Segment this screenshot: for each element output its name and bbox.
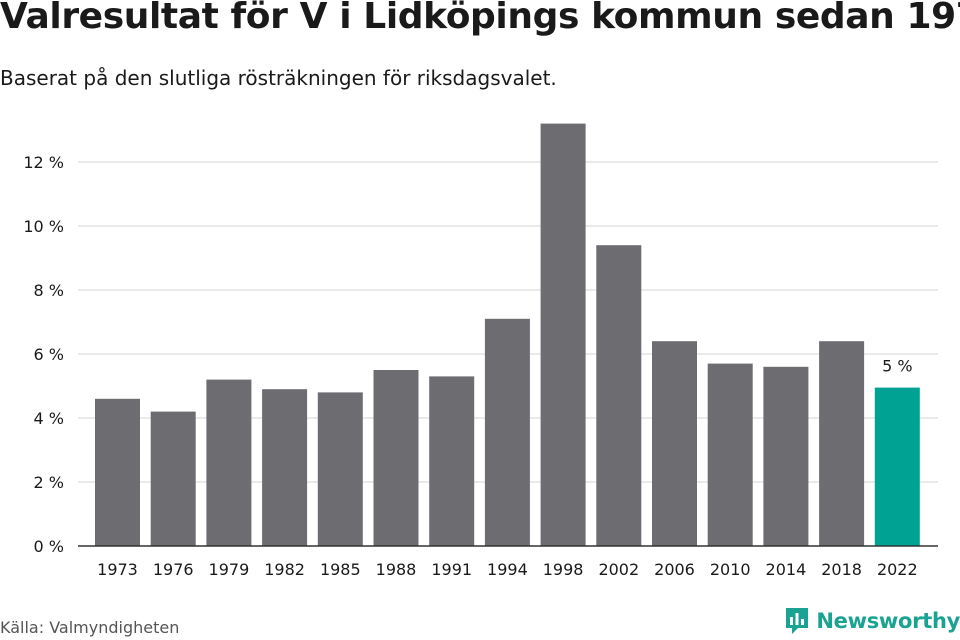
chart-subtitle: Baserat på den slutliga rösträkningen fö… xyxy=(0,66,557,90)
y-tick-label: 8 % xyxy=(34,281,64,300)
bar-1998 xyxy=(540,123,586,546)
x-tick-label: 2014 xyxy=(766,560,807,579)
x-tick-label: 1998 xyxy=(543,560,584,579)
y-tick-label: 4 % xyxy=(34,409,64,428)
x-tick-label: 1991 xyxy=(431,560,472,579)
data-label: 5 % xyxy=(882,357,912,376)
newsworthy-bar-chart-icon xyxy=(786,608,809,634)
bar-1994 xyxy=(484,318,530,546)
y-tick-label: 10 % xyxy=(23,217,64,236)
y-tick-label: 0 % xyxy=(34,537,64,556)
bar-1988 xyxy=(373,370,419,546)
bar-1982 xyxy=(262,389,308,546)
x-tick-label: 1982 xyxy=(264,560,305,579)
y-tick-label: 2 % xyxy=(34,473,64,492)
bar-1979 xyxy=(206,379,252,546)
bar-chart: 0 % 2 % 4 % 6 % 8 % 10 % 12 % 1973 1976 1979 1982… xyxy=(23,123,938,579)
x-tick-label: 1973 xyxy=(97,560,138,579)
x-tick-label: 2018 xyxy=(821,560,862,579)
source-note: Källa: Valmyndigheten xyxy=(0,618,180,637)
bar-2014 xyxy=(763,366,809,546)
brand-name: Newsworthy xyxy=(816,609,960,633)
x-tick-label: 1994 xyxy=(487,560,528,579)
x-tick-label: 2002 xyxy=(598,560,639,579)
y-tick-label: 12 % xyxy=(23,153,64,172)
x-axis-ticks: 1973 1976 1979 1982 1985 1988 1991 1994 1998 2002… xyxy=(97,560,918,579)
bar-2002 xyxy=(596,245,642,546)
x-tick-label: 2010 xyxy=(710,560,751,579)
x-tick-label: 1988 xyxy=(376,560,417,579)
newsworthy-logo: Newsworthy xyxy=(784,606,960,636)
bar-2018 xyxy=(819,341,865,546)
bar-1973 xyxy=(95,398,140,546)
data-labels: 5 % xyxy=(882,357,912,376)
x-tick-label: 1979 xyxy=(209,560,250,579)
x-tick-label: 1985 xyxy=(320,560,361,579)
x-tick-label: 2022 xyxy=(877,560,918,579)
chart-title: Valresultat för V i Lidköpings kommun se… xyxy=(0,0,960,37)
bar-2022 xyxy=(874,387,920,546)
bar-2006 xyxy=(652,341,697,546)
bar-2010 xyxy=(707,363,753,546)
bar-1976 xyxy=(150,411,196,546)
x-tick-label: 2006 xyxy=(654,560,695,579)
bar-1991 xyxy=(429,376,475,546)
bars xyxy=(95,123,920,546)
y-axis-ticks: 0 % 2 % 4 % 6 % 8 % 10 % 12 % xyxy=(23,153,64,556)
bar-1985 xyxy=(317,392,363,546)
x-tick-label: 1976 xyxy=(153,560,194,579)
y-tick-label: 6 % xyxy=(34,345,64,364)
